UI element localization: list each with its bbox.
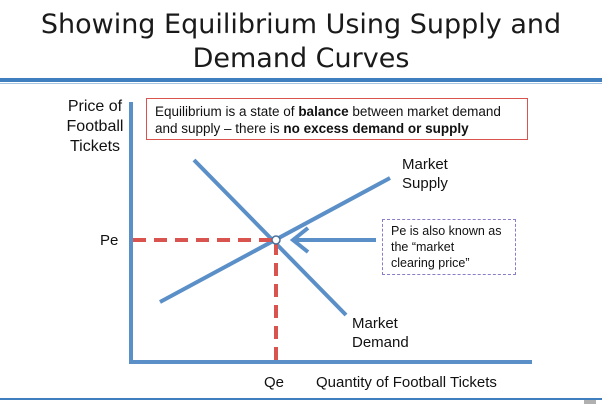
y-axis-label-line-2: Football — [66, 118, 124, 135]
footer-divider — [0, 398, 602, 400]
pointer-arrow-head — [289, 226, 310, 254]
note-line-1: Pe is also known as — [391, 224, 502, 238]
qe-label: Qe — [264, 374, 285, 391]
definition-bold-balance: balance — [298, 104, 349, 119]
header-divider — [0, 78, 602, 82]
note-line-2: the “market — [391, 240, 455, 254]
note-line-3: clearing price” — [391, 256, 470, 270]
y-axis-label: Price of Football Tickets — [52, 97, 138, 157]
footer-logo-icon — [584, 400, 596, 404]
demand-curve — [192, 158, 348, 317]
definition-text-1: Equilibrium is a state of — [155, 104, 299, 119]
market-demand-label: Market Demand — [352, 314, 409, 352]
supply-label-line-2: Supply — [402, 175, 448, 192]
title-line-1: Showing Equilibrium Using Supply and — [40, 9, 562, 40]
supply-label-line-1: Market — [402, 156, 448, 173]
y-axis-label-line-3: Tickets — [69, 138, 121, 155]
x-axis-label: Quantity of Football Tickets — [316, 374, 497, 391]
definition-text-2: between market demand and supply – there… — [155, 104, 501, 136]
market-clearing-note: Pe is also known as the “market clearing… — [382, 219, 516, 275]
demand-label-line-1: Market — [352, 315, 398, 332]
market-supply-label: Market Supply — [402, 155, 448, 193]
definition-box: Equilibrium is a state of balance betwee… — [146, 98, 528, 140]
y-axis-label-line-1: Price of — [67, 98, 123, 115]
definition-bold-no-excess: no excess demand or supply — [283, 121, 469, 136]
title-line-2: Demand Curves — [192, 43, 410, 74]
slide-title: Showing Equilibrium Using Supply and Dem… — [0, 8, 602, 76]
pe-label: Pe — [100, 232, 119, 249]
demand-label-line-2: Demand — [352, 334, 409, 351]
header-divider-thin — [0, 83, 602, 84]
equilibrium-point — [271, 235, 281, 245]
